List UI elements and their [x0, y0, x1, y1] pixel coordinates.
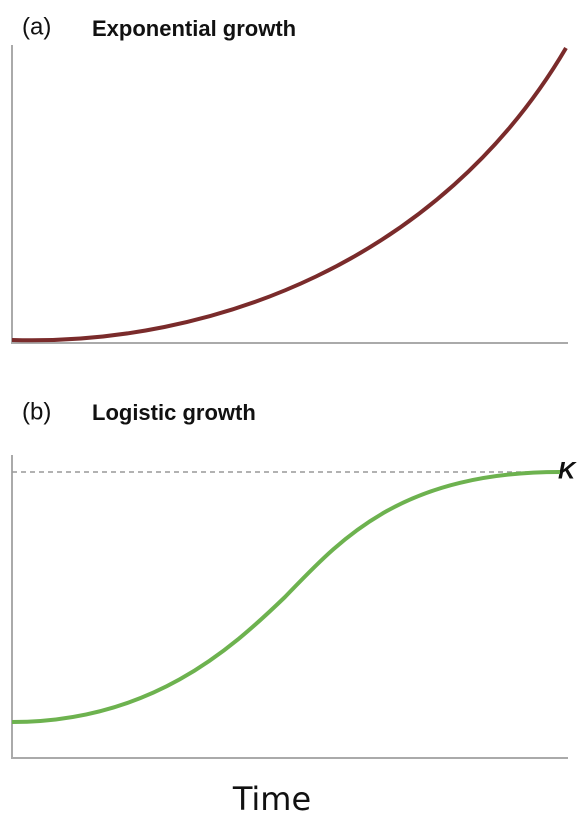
logistic-curve: [11, 470, 561, 724]
panel-title: Logistic growth: [92, 400, 256, 425]
x-axis-label: Time: [232, 780, 311, 818]
exponential-curve: [11, 46, 568, 343]
panel-label: (a): [22, 13, 51, 40]
panel-label: (b): [22, 398, 51, 425]
capacity-label: K: [558, 457, 577, 484]
panel-title: Exponential growth: [92, 16, 296, 41]
